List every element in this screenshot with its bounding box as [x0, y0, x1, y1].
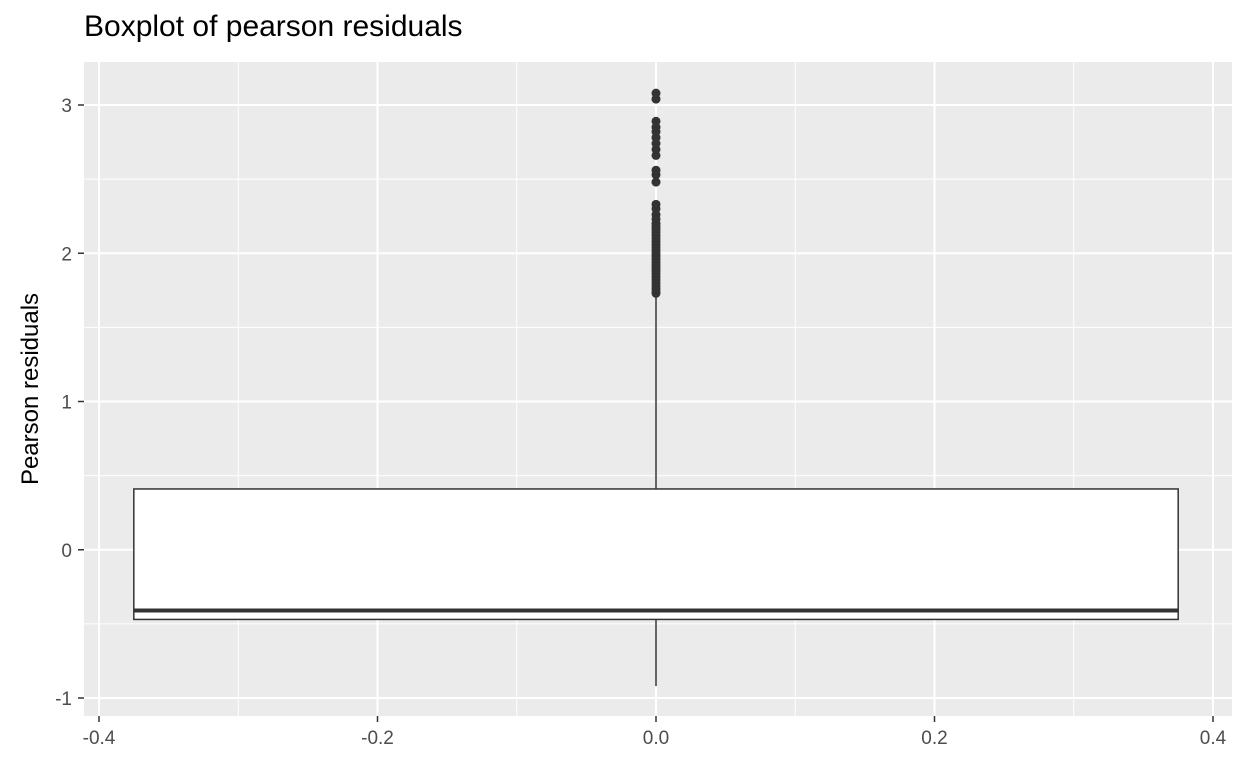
outlier-point — [651, 88, 661, 98]
x-tick-label: 0.4 — [1200, 728, 1227, 749]
boxplot — [133, 88, 1179, 687]
outlier-point — [651, 199, 661, 209]
outlier-point — [651, 116, 661, 126]
box-iqr — [133, 488, 1179, 621]
y-tick-label: 1 — [61, 393, 72, 414]
tick-labels: -0.4 -0.2 0.0 0.2 0.4 -1 0 1 2 3 — [55, 96, 1227, 749]
x-tick-label: 0.2 — [921, 728, 947, 749]
y-tick-label: 2 — [61, 244, 72, 265]
chart-title: Boxplot of pearson residuals — [84, 10, 463, 43]
y-axis-title: Pearson residuals — [17, 293, 44, 485]
x-tick-label: -0.2 — [361, 728, 394, 749]
outlier-point — [651, 165, 661, 175]
axis-ticks — [78, 104, 1214, 722]
y-tick-label: 3 — [61, 96, 72, 117]
outlier-point — [651, 177, 661, 187]
y-tick-label: -1 — [55, 689, 72, 710]
x-tick-label: 0.0 — [643, 728, 669, 749]
x-tick-label: -0.4 — [83, 728, 116, 749]
y-tick-label: 0 — [61, 541, 72, 562]
